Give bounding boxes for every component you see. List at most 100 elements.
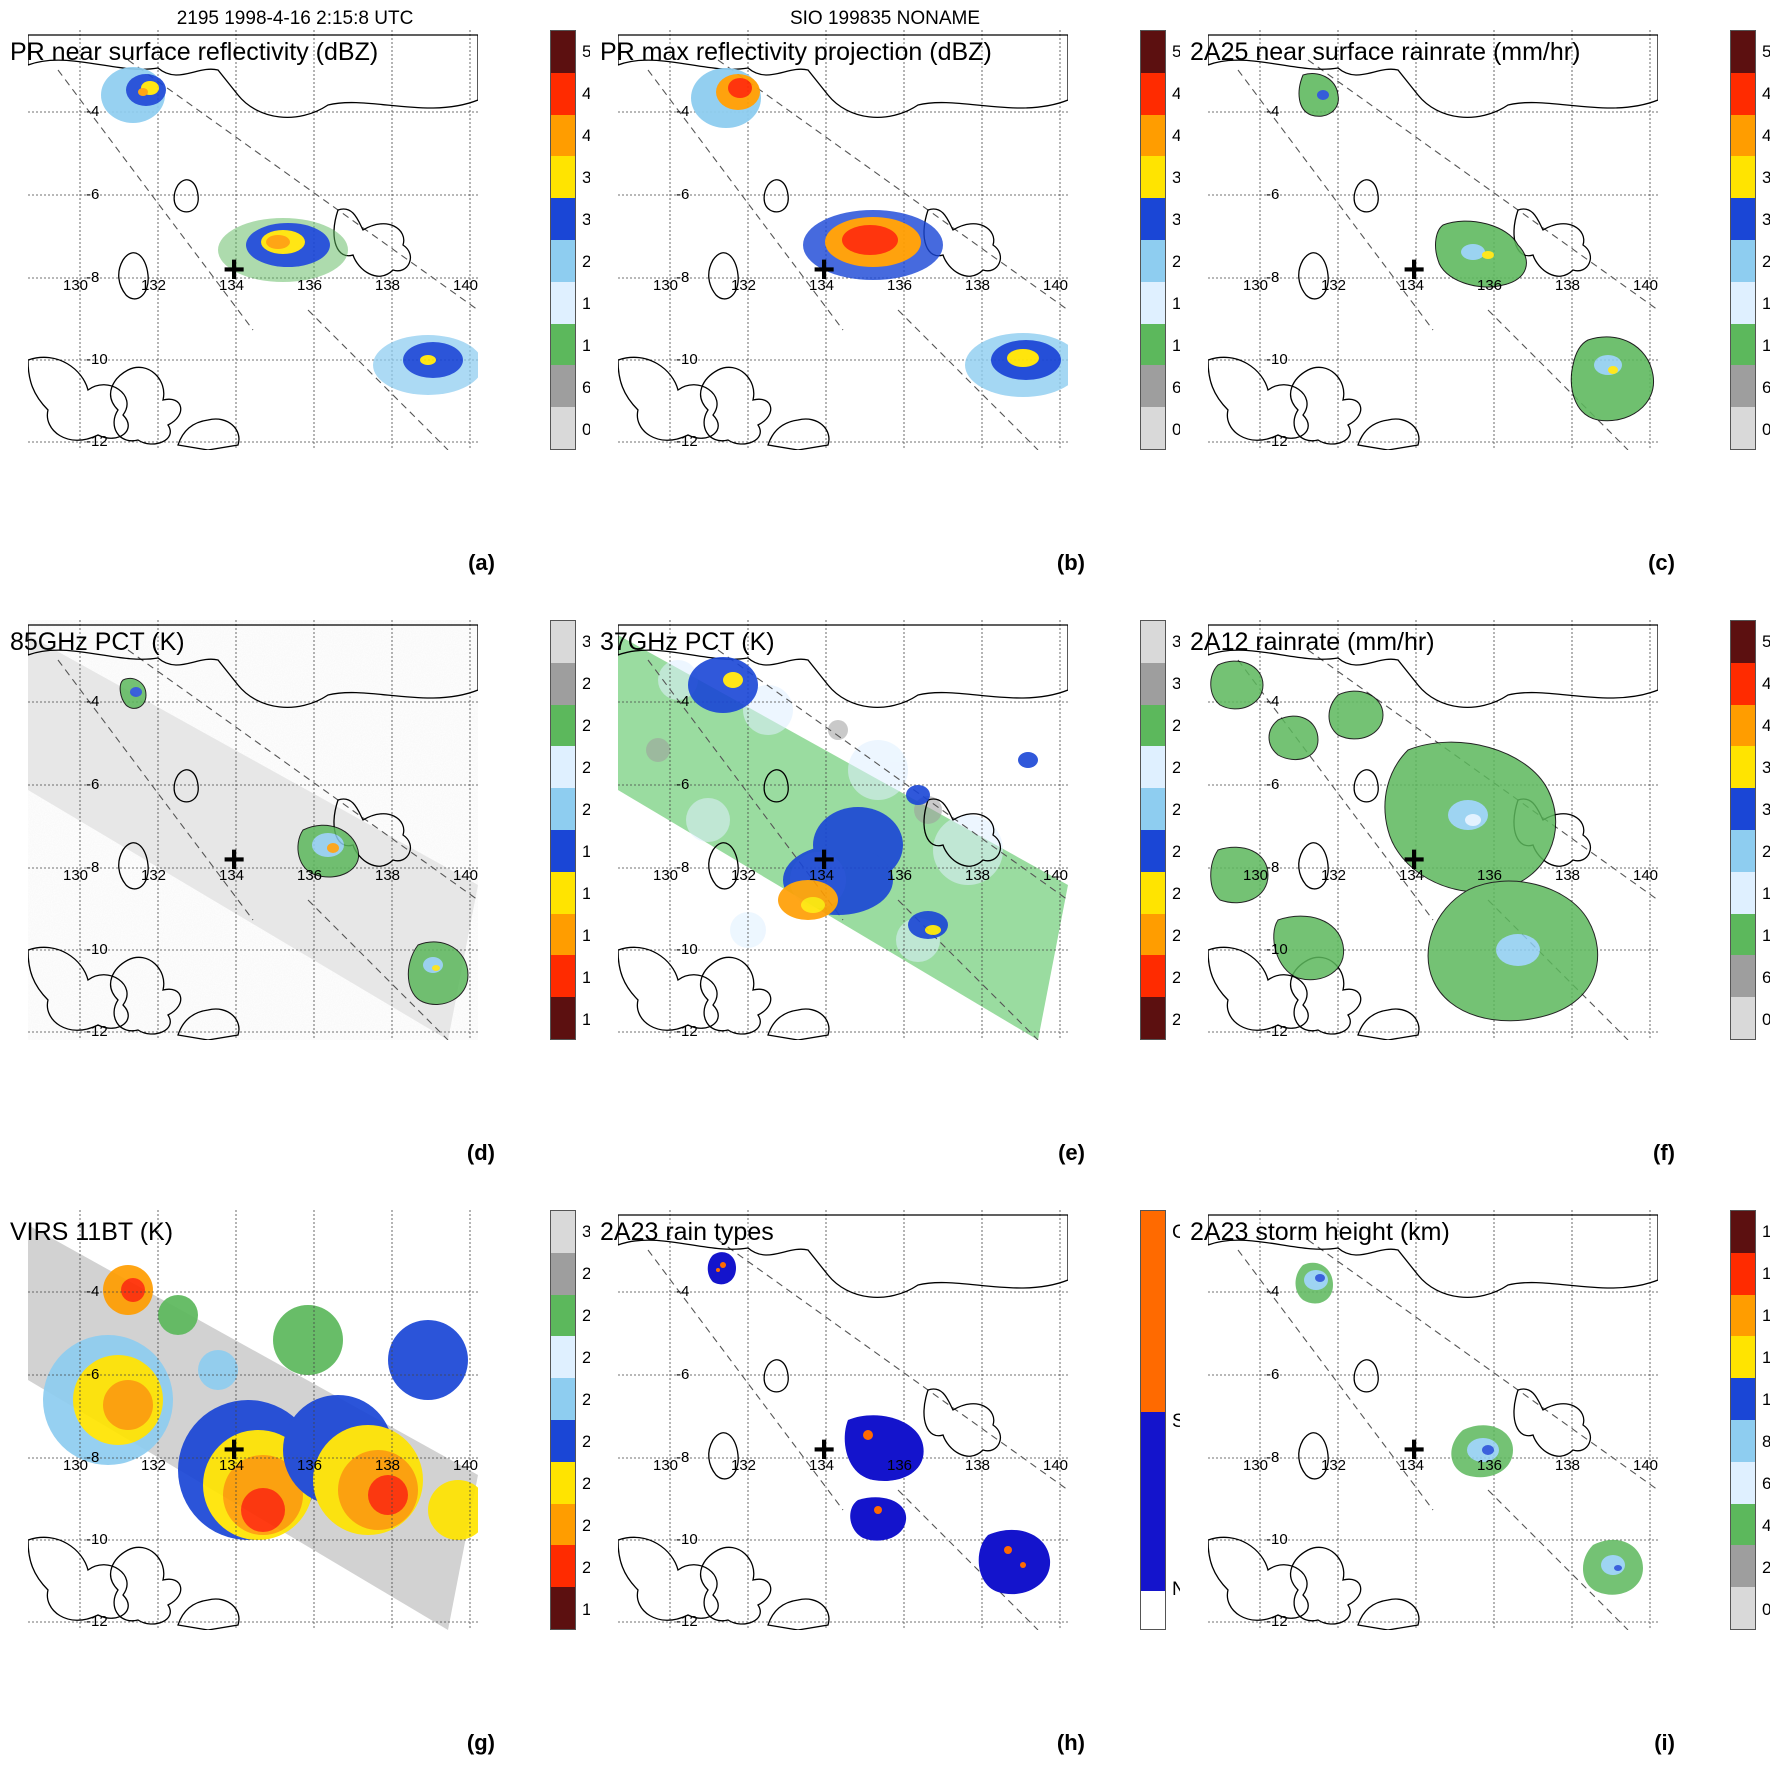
svg-text:136: 136 [297, 867, 322, 884]
svg-text:-12: -12 [1266, 1023, 1288, 1040]
svg-text:-8: -8 [1266, 269, 1279, 286]
nine-panel-grid: 2195 1998-4-16 2:15:8 UTC [0, 0, 1770, 1770]
svg-text:138: 138 [1555, 867, 1580, 884]
panel-i-map: 130 132 134 136 138 140 -4 -6 -8 -10 -12 + [1208, 1210, 1658, 1630]
svg-text:-6: -6 [86, 186, 99, 203]
svg-text:+: + [813, 249, 835, 291]
svg-text:+: + [223, 249, 245, 291]
panel-g: 130 132 134 136 138 140 -4 -6 -8 -10 -12 + VI… [0, 1180, 590, 1770]
panel-c-colorbar: 0 6 12 18 24 30 36 42 48 54 [1730, 30, 1756, 450]
svg-text:130: 130 [653, 277, 678, 294]
svg-text:-12: -12 [1266, 433, 1288, 450]
svg-text:-6: -6 [676, 776, 689, 793]
svg-text:-10: -10 [86, 351, 108, 368]
svg-text:-12: -12 [86, 1023, 108, 1040]
panel-b-header: SIO 199835 NONAME [790, 8, 980, 30]
svg-text:138: 138 [1555, 277, 1580, 294]
svg-text:138: 138 [965, 1457, 990, 1474]
panel-h: 130 132 134 136 138 140 -4 -6 -8 -10 -12 + 2A… [590, 1180, 1180, 1770]
panel-f-label: (f) [1653, 1140, 1675, 1166]
svg-text:-12: -12 [676, 1023, 698, 1040]
panel-a-colorbar: 0 6 12 18 24 30 36 42 48 54 [550, 30, 576, 450]
panel-h-label: (h) [1057, 1730, 1085, 1756]
svg-text:132: 132 [731, 867, 756, 884]
svg-text:132: 132 [1321, 1457, 1346, 1474]
svg-text:136: 136 [1477, 867, 1502, 884]
svg-text:-10: -10 [676, 941, 698, 958]
svg-text:130: 130 [63, 867, 88, 884]
panel-b-title: PR max reflectivity projection (dBZ) [600, 38, 992, 67]
panel-b: SIO 199835 NONAME [590, 0, 1180, 590]
panel-g-map: 130 132 134 136 138 140 -4 -6 -8 -10 -12 + [28, 1210, 478, 1630]
panel-d: 130 132 134 136 138 140 -4 -6 -8 -10 -12 + 85… [0, 590, 590, 1180]
svg-text:-4: -4 [86, 693, 99, 710]
svg-text:-4: -4 [1266, 1283, 1279, 1300]
svg-text:136: 136 [887, 867, 912, 884]
svg-text:-4: -4 [676, 693, 689, 710]
panel-h-colorbar: Conv Strat N/A [1140, 1210, 1166, 1630]
svg-text:140: 140 [1633, 277, 1658, 294]
svg-text:-12: -12 [676, 1613, 698, 1630]
panel-d-map: 130 132 134 136 138 140 -4 -6 -8 -10 -12 + [28, 620, 478, 1040]
panel-g-colorbar: 304 292 280 268 256 244 232 220 208 196 [550, 1210, 576, 1630]
panel-a: 2195 1998-4-16 2:15:8 UTC [0, 0, 590, 590]
svg-text:138: 138 [375, 1457, 400, 1474]
svg-text:136: 136 [887, 277, 912, 294]
svg-text:-10: -10 [676, 351, 698, 368]
panel-c: 130 132 134 136 138 140 -4 -6 -8 -10 -12 + 2A… [1180, 0, 1770, 590]
svg-text:-8: -8 [86, 1449, 99, 1466]
panel-c-title: 2A25 near surface rainrate (mm/hr) [1190, 38, 1580, 67]
panel-i-colorbar: 0 2 4 6 8 10 12 14 16 18 [1730, 1210, 1756, 1630]
svg-text:-10: -10 [1266, 351, 1288, 368]
svg-text:-6: -6 [676, 1366, 689, 1383]
svg-text:140: 140 [453, 867, 478, 884]
svg-text:+: + [1403, 249, 1425, 291]
panel-g-label: (g) [467, 1730, 495, 1756]
svg-text:+: + [1403, 839, 1425, 881]
svg-text:-8: -8 [676, 1449, 689, 1466]
panel-d-colorbar: 300 279 258 237 216 195 174 153 132 111 [550, 620, 576, 1040]
svg-text:-10: -10 [86, 1531, 108, 1548]
svg-text:-4: -4 [86, 1283, 99, 1300]
panel-e-label: (e) [1058, 1140, 1085, 1166]
panel-f-colorbar: 0 6 12 18 24 30 36 42 48 54 [1730, 620, 1756, 1040]
svg-text:130: 130 [63, 1457, 88, 1474]
svg-text:132: 132 [1321, 867, 1346, 884]
svg-text:-12: -12 [676, 433, 698, 450]
svg-text:130: 130 [653, 1457, 678, 1474]
panel-e-title: 37GHz PCT (K) [600, 628, 775, 657]
svg-text:-8: -8 [86, 859, 99, 876]
svg-text:130: 130 [1243, 277, 1268, 294]
svg-text:-10: -10 [86, 941, 108, 958]
svg-text:-4: -4 [86, 103, 99, 120]
svg-text:-6: -6 [86, 776, 99, 793]
svg-text:-12: -12 [1266, 1613, 1288, 1630]
panel-b-map: 130 132 134 136 138 140 -4 -6 -8 -10 -12 + [618, 30, 1068, 450]
svg-text:-10: -10 [1266, 1531, 1288, 1548]
svg-text:-12: -12 [86, 433, 108, 450]
svg-text:136: 136 [297, 277, 322, 294]
panel-i-title: 2A23 storm height (km) [1190, 1218, 1450, 1247]
panel-e-colorbar: 315 306 297 288 279 270 261 252 243 234 [1140, 620, 1166, 1040]
panel-i: 130 132 134 136 138 140 -4 -6 -8 -10 -12 + 2A… [1180, 1180, 1770, 1770]
panel-b-label: (b) [1057, 550, 1085, 576]
svg-text:132: 132 [141, 867, 166, 884]
svg-text:-6: -6 [1266, 186, 1279, 203]
panel-f-map: 130 132 134 136 138 140 -4 -6 -8 -10 -12 + [1208, 620, 1658, 1040]
svg-text:132: 132 [141, 1457, 166, 1474]
svg-text:-6: -6 [86, 1366, 99, 1383]
svg-text:132: 132 [731, 277, 756, 294]
svg-text:-4: -4 [1266, 693, 1279, 710]
svg-text:-8: -8 [676, 859, 689, 876]
svg-text:-10: -10 [676, 1531, 698, 1548]
panel-d-label: (d) [467, 1140, 495, 1166]
svg-text:-6: -6 [1266, 776, 1279, 793]
svg-text:-8: -8 [676, 269, 689, 286]
panel-a-header: 2195 1998-4-16 2:15:8 UTC [177, 8, 414, 30]
svg-text:140: 140 [1043, 1457, 1068, 1474]
svg-text:+: + [223, 839, 245, 881]
panel-i-label: (i) [1654, 1730, 1675, 1756]
svg-text:132: 132 [731, 1457, 756, 1474]
svg-text:130: 130 [653, 867, 678, 884]
svg-text:-4: -4 [1266, 103, 1279, 120]
